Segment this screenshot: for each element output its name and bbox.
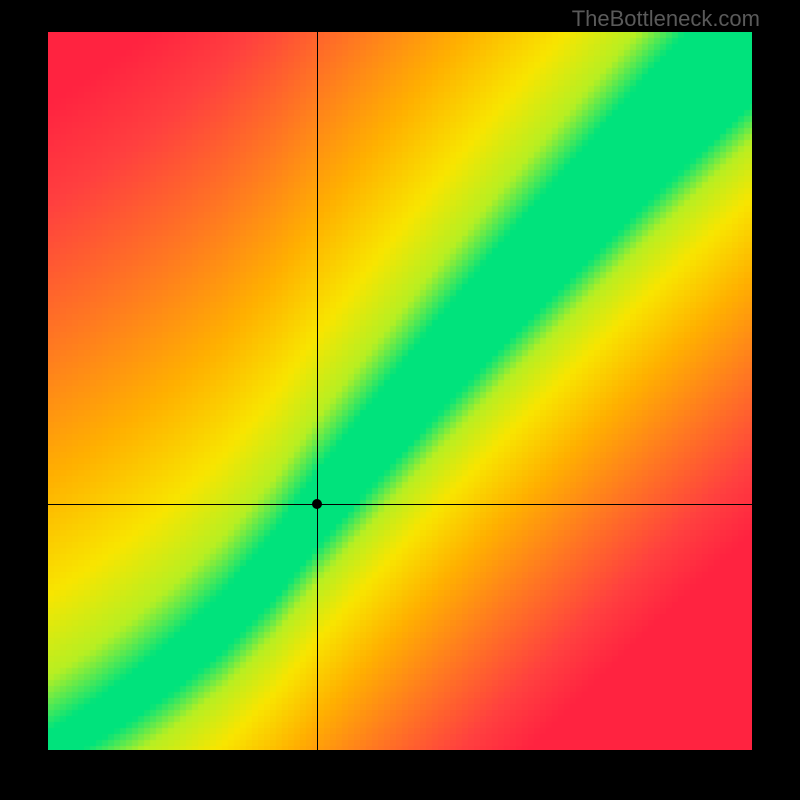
crosshair-vertical — [317, 32, 318, 750]
heatmap-canvas — [48, 32, 752, 750]
crosshair-horizontal — [48, 504, 752, 505]
heatmap-plot — [48, 32, 752, 750]
watermark-text: TheBottleneck.com — [572, 6, 760, 32]
crosshair-marker — [312, 499, 322, 509]
